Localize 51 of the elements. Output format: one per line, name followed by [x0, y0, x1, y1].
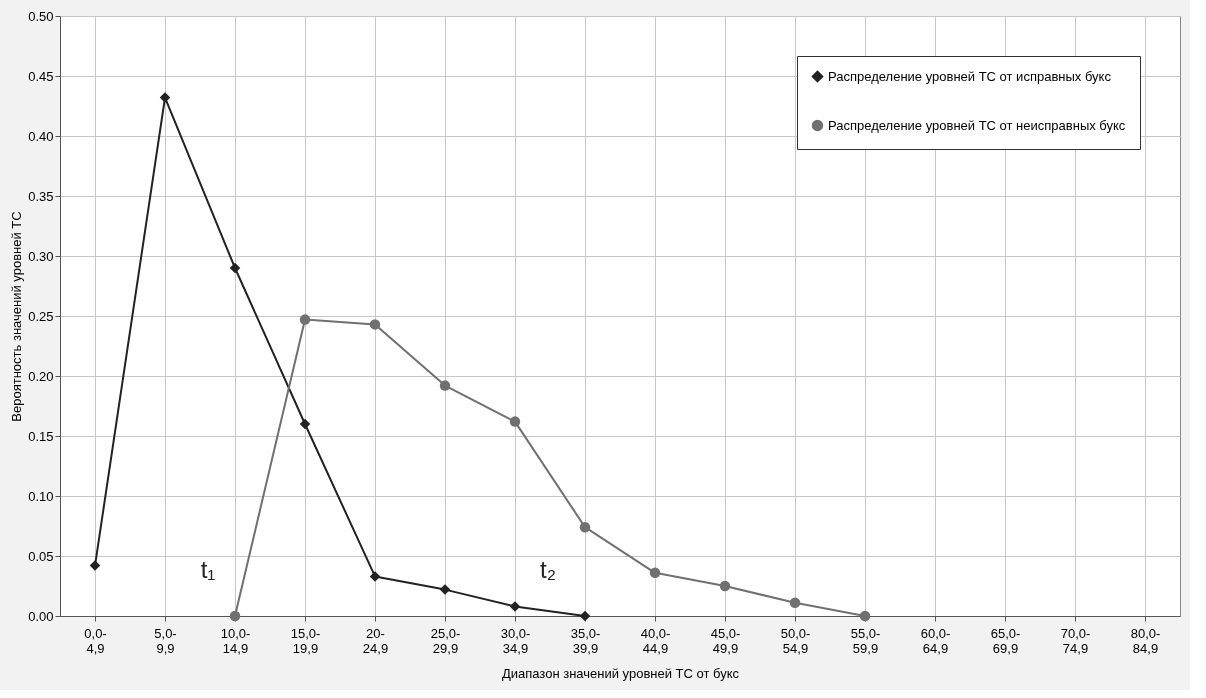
annotation: t₂ — [540, 556, 556, 583]
x-tick-label: 45,0-49,9 — [710, 625, 741, 656]
x-tick-label: 5,0-9,9 — [154, 625, 177, 656]
point — [229, 610, 241, 622]
point — [229, 262, 241, 274]
point — [369, 319, 381, 330]
point — [649, 567, 661, 579]
point — [509, 601, 521, 612]
x-tick-label: 60,0-64,9 — [920, 625, 951, 656]
x-tick-label: 30,0-34,9 — [500, 625, 531, 656]
y-tick-label: 0.10 — [28, 488, 54, 504]
y-tick-label: 0.20 — [28, 368, 54, 384]
x-axis-title: Диапазон значений уровней ТС от букс — [501, 665, 740, 681]
point — [579, 610, 591, 622]
y-tick-label: 0.30 — [28, 248, 54, 264]
x-tick-label: 55,0-59,9 — [850, 625, 881, 656]
y-tick-label: 0.45 — [28, 68, 54, 84]
y-tick-label: 0.05 — [28, 548, 54, 564]
point — [719, 580, 731, 592]
y-tick-label: 0.50 — [28, 8, 54, 24]
annotation: t₁ — [200, 556, 216, 583]
point — [89, 560, 101, 571]
x-tick-label: 10,0-14,9 — [220, 625, 251, 656]
x-tick-label: 70,0-74,9 — [1060, 625, 1091, 656]
legend-label: Распределение уровней ТС от неисправных букс — [828, 117, 1126, 133]
x-tick-label: 65,0-69,9 — [990, 625, 1021, 656]
point — [299, 418, 311, 430]
x-tick-label: 40,0-44,9 — [640, 625, 671, 656]
y-tick-label: 0.00 — [28, 608, 54, 624]
x-tick-label: 80,0-84,9 — [1130, 625, 1161, 656]
point — [789, 597, 801, 609]
point — [299, 314, 311, 325]
y-axis-title: Вероятность значений уровней ТС — [9, 211, 25, 422]
x-tick-label: 50,0-54,9 — [780, 625, 811, 656]
point — [439, 584, 451, 595]
x-tick-label: 15,0-19,9 — [290, 625, 321, 656]
point — [439, 380, 451, 391]
y-tick-label: 0.15 — [28, 428, 54, 444]
x-tick-label: 35,0-39,9 — [570, 625, 601, 656]
y-tick-label: 0.35 — [28, 188, 54, 204]
legend-label: Распределение уровней ТС от исправных букс — [828, 68, 1112, 84]
point — [369, 571, 381, 582]
point — [859, 610, 871, 622]
point — [579, 521, 591, 533]
x-tick-label: 0,0-4,9 — [84, 625, 107, 656]
y-tick-label: 0.40 — [28, 128, 54, 144]
point — [159, 92, 171, 103]
x-tick-label: 20-24,9 — [362, 625, 389, 656]
point — [509, 416, 521, 427]
x-tick-label: 25,0-29,9 — [430, 625, 461, 656]
y-tick-label: 0.25 — [28, 308, 54, 324]
